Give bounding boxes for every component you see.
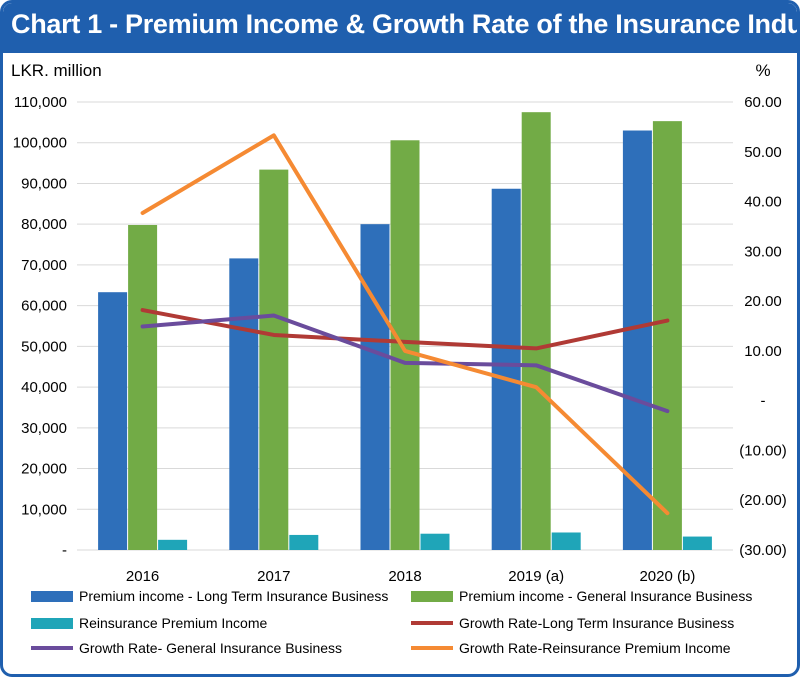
bar: [682, 536, 712, 550]
title-bar: Chart 1 - Premium Income & Growth Rate o…: [3, 3, 797, 53]
left-tick-label: 110,000: [14, 94, 67, 111]
bar: [259, 169, 289, 550]
series-line: [140, 133, 670, 516]
bars: [98, 112, 712, 550]
left-tick-label: 70,000: [21, 257, 67, 274]
left-tick-label: 60,000: [21, 298, 67, 315]
right-axis-label: %: [755, 61, 770, 80]
legend-label: Growth Rate- General Insurance Business: [79, 640, 342, 656]
left-tick-label: 10,000: [21, 501, 67, 518]
series-line: [140, 313, 670, 414]
right-tick-label: 40.00: [744, 194, 782, 211]
right-tick-label: (20.00): [739, 492, 787, 509]
bar: [622, 130, 652, 550]
left-tick-label: 40,000: [21, 379, 67, 396]
left-axis-ticks: - 10,000 20,000 30,000 40,000 50,000 60,000 70,…: [13, 94, 67, 559]
bar: [98, 292, 128, 550]
bar: [652, 121, 682, 550]
legend-label: Premium income - General Insurance Busin…: [459, 588, 752, 604]
left-tick-label: 30,000: [21, 420, 67, 437]
x-tick-label: 2018: [388, 568, 421, 585]
chart-title: Chart 1 - Premium Income & Growth Rate o…: [11, 9, 800, 39]
right-tick-label: 20.00: [744, 293, 782, 310]
bar: [390, 140, 420, 550]
legend-swatch: [411, 591, 453, 602]
legend-label: Premium income - Long Term Insurance Bus…: [79, 588, 388, 604]
x-tick-label: 2019 (a): [508, 568, 564, 585]
right-tick-label: 30.00: [744, 243, 782, 260]
right-tick-label: -: [761, 393, 766, 410]
legend-label: Reinsurance Premium Income: [79, 615, 268, 631]
right-tick-label: 10.00: [744, 343, 782, 360]
bar: [420, 533, 450, 550]
right-tick-label: (30.00): [739, 542, 787, 559]
left-tick-label: 20,000: [21, 461, 67, 478]
bar: [521, 112, 551, 550]
lines: [140, 133, 670, 516]
x-tick-label: 2017: [257, 568, 290, 585]
left-tick-label: 90,000: [21, 175, 67, 192]
x-tick-label: 2016: [126, 568, 159, 585]
bar: [128, 224, 158, 550]
legend-swatch: [31, 618, 73, 629]
series-line: [140, 308, 670, 351]
bar: [491, 188, 521, 550]
right-axis-ticks: (30.00) (20.00) (10.00) - 10.00 20.00 30.00 40.…: [739, 94, 787, 559]
left-tick-label: 50,000: [21, 338, 67, 355]
legend-label: Growth Rate-Reinsurance Premium Income: [459, 640, 731, 656]
x-axis-ticks: 2016 2017 2018 2019 (a) 2020 (b): [126, 568, 695, 585]
right-tick-label: 60.00: [744, 94, 782, 111]
bar: [360, 224, 390, 550]
bar: [229, 258, 259, 550]
bar: [289, 534, 319, 550]
right-tick-label: 50.00: [744, 144, 782, 161]
right-tick-label: (10.00): [739, 442, 787, 459]
legend-label: Growth Rate-Long Term Insurance Business: [459, 615, 734, 631]
chart-svg: LKR. million % - 10,000 20,000 30,000 40,000…: [11, 61, 787, 656]
left-tick-label: 80,000: [21, 216, 67, 233]
left-axis-label: LKR. million: [11, 61, 102, 80]
bar: [158, 539, 188, 550]
x-tick-label: 2020 (b): [639, 568, 695, 585]
left-tick-label: 100,000: [13, 135, 67, 152]
legend-swatch: [31, 591, 73, 602]
left-tick-label: -: [62, 542, 67, 559]
bar: [551, 532, 581, 550]
legend: Premium income - Long Term Insurance Bus…: [31, 588, 752, 656]
